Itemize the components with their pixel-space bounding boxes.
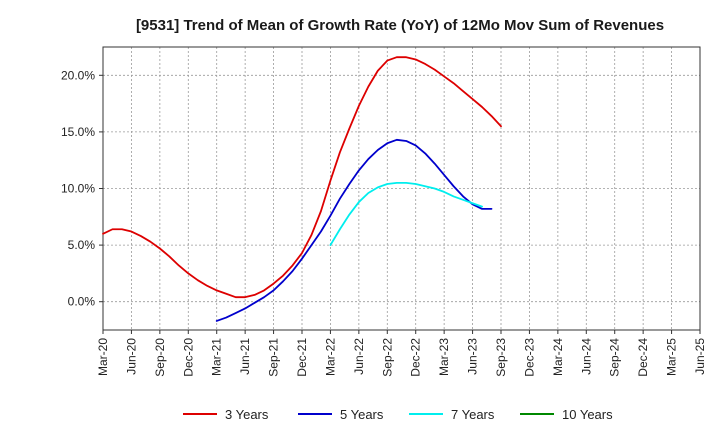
- x-tick-label: Dec-20: [181, 338, 195, 377]
- x-tick-label: Sep-21: [267, 338, 281, 377]
- x-tick-label: Dec-23: [522, 338, 536, 377]
- x-tick-label: Sep-23: [494, 338, 508, 377]
- x-tick-label: Sep-24: [608, 338, 622, 377]
- y-tick-label: 5.0%: [68, 238, 96, 252]
- x-tick-label: Jun-23: [466, 338, 480, 375]
- x-tick-label: Jun-22: [352, 338, 366, 375]
- x-tick-label: Jun-24: [579, 338, 593, 375]
- x-tick-label: Mar-22: [323, 338, 337, 376]
- x-tick-label: Mar-25: [665, 338, 679, 376]
- axis-layer: 0.0% 5.0% 10.0% 15.0% 20.0% Mar-20 Jun-20 Sep-2…: [61, 46, 707, 377]
- x-tick-label: Jun-21: [238, 338, 252, 375]
- x-tick-label: Sep-20: [153, 338, 167, 377]
- series-layer: [102, 56, 502, 322]
- y-tick-label: 0.0%: [68, 295, 96, 309]
- x-tick-label: Dec-24: [636, 338, 650, 377]
- legend-label-7-years: 7 Years: [451, 407, 495, 422]
- series-line-7-years: [329, 181, 483, 247]
- legend-label-10-years: 10 Years: [562, 407, 613, 422]
- legend: 3 Years 5 Years 7 Years 10 Years: [183, 407, 613, 422]
- y-tick-label: 15.0%: [61, 125, 95, 139]
- x-tick-label: Jun-25: [693, 338, 707, 375]
- grid-layer: [102, 47, 701, 330]
- x-tick-label: Mar-20: [96, 338, 110, 376]
- x-tick-label: Dec-22: [409, 338, 423, 377]
- y-tick-label: 20.0%: [61, 68, 95, 82]
- y-tick-label: 10.0%: [61, 182, 95, 196]
- legend-label-3-years: 3 Years: [225, 407, 269, 422]
- x-tick-label: Jun-20: [124, 338, 138, 375]
- x-tick-label: Dec-21: [295, 338, 309, 377]
- series-line-5-years: [215, 138, 493, 322]
- x-tick-label: Mar-23: [437, 338, 451, 376]
- legend-label-5-years: 5 Years: [340, 407, 384, 422]
- x-tick-label: Mar-24: [551, 338, 565, 376]
- x-tick-label: Sep-22: [380, 338, 394, 377]
- chart-title: [9531] Trend of Mean of Growth Rate (YoY…: [136, 17, 664, 34]
- x-tick-label: Mar-21: [210, 338, 224, 376]
- series-line-3-years: [102, 56, 502, 299]
